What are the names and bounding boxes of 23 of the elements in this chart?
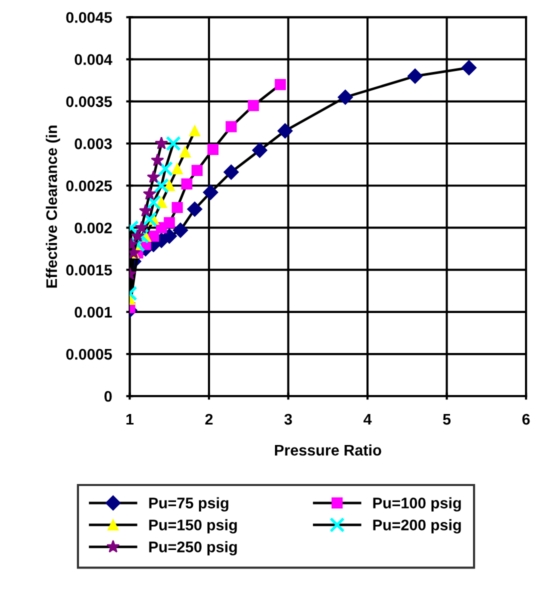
legend-label: Pu=100 psig	[373, 497, 461, 512]
x-tick-label: 5	[443, 414, 451, 425]
y-tick-label: 0.0045	[66, 12, 112, 23]
y-tick-label: 0.0005	[66, 348, 112, 360]
x-tick-label: 2	[205, 414, 213, 425]
x-tick-label: 4	[364, 414, 372, 425]
y-tick-label: 0.001	[74, 306, 112, 318]
y-tick-label: 0.002	[74, 222, 112, 234]
x-axis-title: Pressure Ratio	[274, 444, 382, 456]
y-tick-label: 0.0025	[66, 180, 112, 192]
y-tick-label: 0.0035	[66, 96, 112, 108]
y-tick-label: 0.003	[74, 138, 112, 150]
x-tick-label: 1	[126, 414, 134, 425]
legend-label: Pu=200 psig	[373, 519, 461, 534]
y-tick-label: 0.0015	[66, 264, 112, 276]
y-tick-label: 0	[104, 390, 112, 402]
x-tick-label: 3	[284, 414, 292, 425]
legend-label: Pu=75 psig	[149, 497, 228, 512]
x-tick-label: 6	[522, 414, 530, 425]
y-tick-label: 0.004	[74, 54, 112, 65]
legend-label: Pu=250 psig	[149, 541, 237, 556]
y-axis-title: Effective Clearance (in	[46, 126, 60, 288]
legend-label: Pu=150 psig	[149, 519, 237, 534]
